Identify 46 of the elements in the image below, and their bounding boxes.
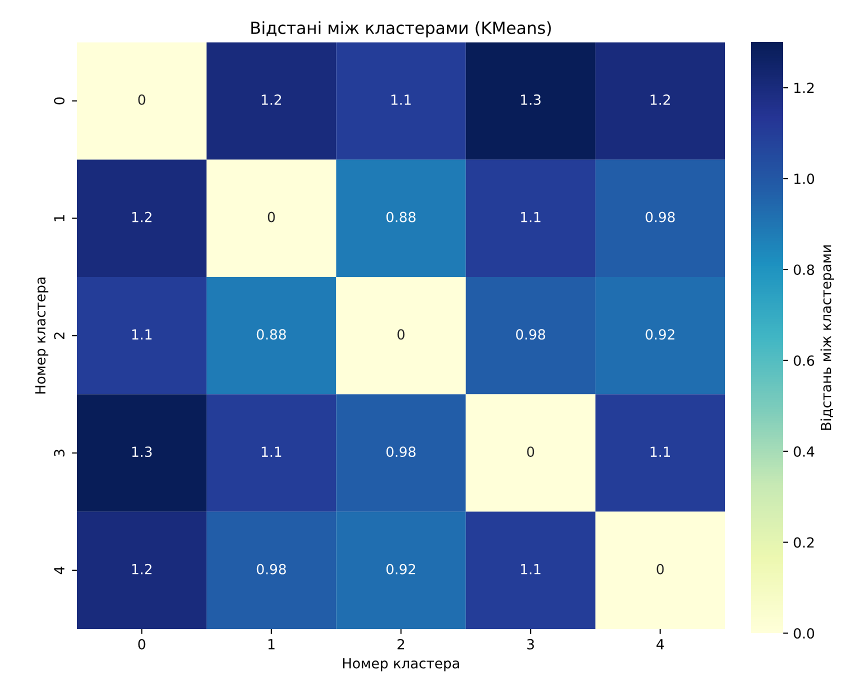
color-bar-label: 0.4 [794,446,814,457]
data-label: 0.92 [646,329,674,340]
data-label: 0 [138,94,146,105]
y-tick-label: 3 [54,450,65,456]
x-axis-title: Номер кластера [343,658,460,672]
x-tick-label: 2 [398,638,404,650]
data-label: 0.88 [256,329,286,340]
data-label: 1.3 [132,446,152,458]
y-tick-label: 1 [54,215,64,222]
color-bar-label: 0.6 [794,355,814,366]
color-bar-title: Відстань між кластерами [820,245,834,430]
color-bar-label: 1.0 [794,174,814,184]
data-label: 1.1 [132,329,152,340]
data-label: 1.2 [132,564,152,574]
data-label: 1.1 [391,94,411,105]
x-tick-label: 1 [268,639,275,650]
data-label: 1.1 [521,212,540,222]
data-label: 0.98 [516,329,546,340]
y-tick-label: 4 [54,566,64,574]
data-label: 0 [397,329,404,340]
data-label: 0.92 [386,564,416,574]
data-label: 0 [268,212,275,222]
x-tick-label: 0 [138,638,146,650]
chart-title: Відстані між кластерами (KMeans) [251,21,551,38]
color-bar-label: 0.0 [794,628,814,639]
data-label: 0.88 [386,212,416,222]
data-label: 1.1 [650,446,670,457]
x-tick-label: 4 [656,639,664,650]
data-label: 1.2 [262,94,282,105]
color-bar-label: 0.2 [794,537,814,548]
data-label: 0.98 [386,446,416,458]
data-label: 0 [656,564,664,574]
data-label: 1.2 [650,94,670,105]
data-label: 1.2 [132,212,152,222]
data-label: 1.3 [521,94,541,105]
y-axis-title: Номер кластера [35,278,48,394]
data-label: 0.98 [256,564,286,574]
data-label: 1.1 [521,564,540,574]
color-bar-label: 0.8 [794,264,814,275]
x-tick-label: 3 [527,638,534,650]
y-tick-label: 0 [54,97,65,104]
data-label: 0 [527,446,534,458]
y-tick-label: 2 [54,332,64,340]
data-label: 0.98 [646,212,675,222]
data-label: 1.1 [262,446,282,457]
color-bar-label: 1.2 [794,82,814,93]
